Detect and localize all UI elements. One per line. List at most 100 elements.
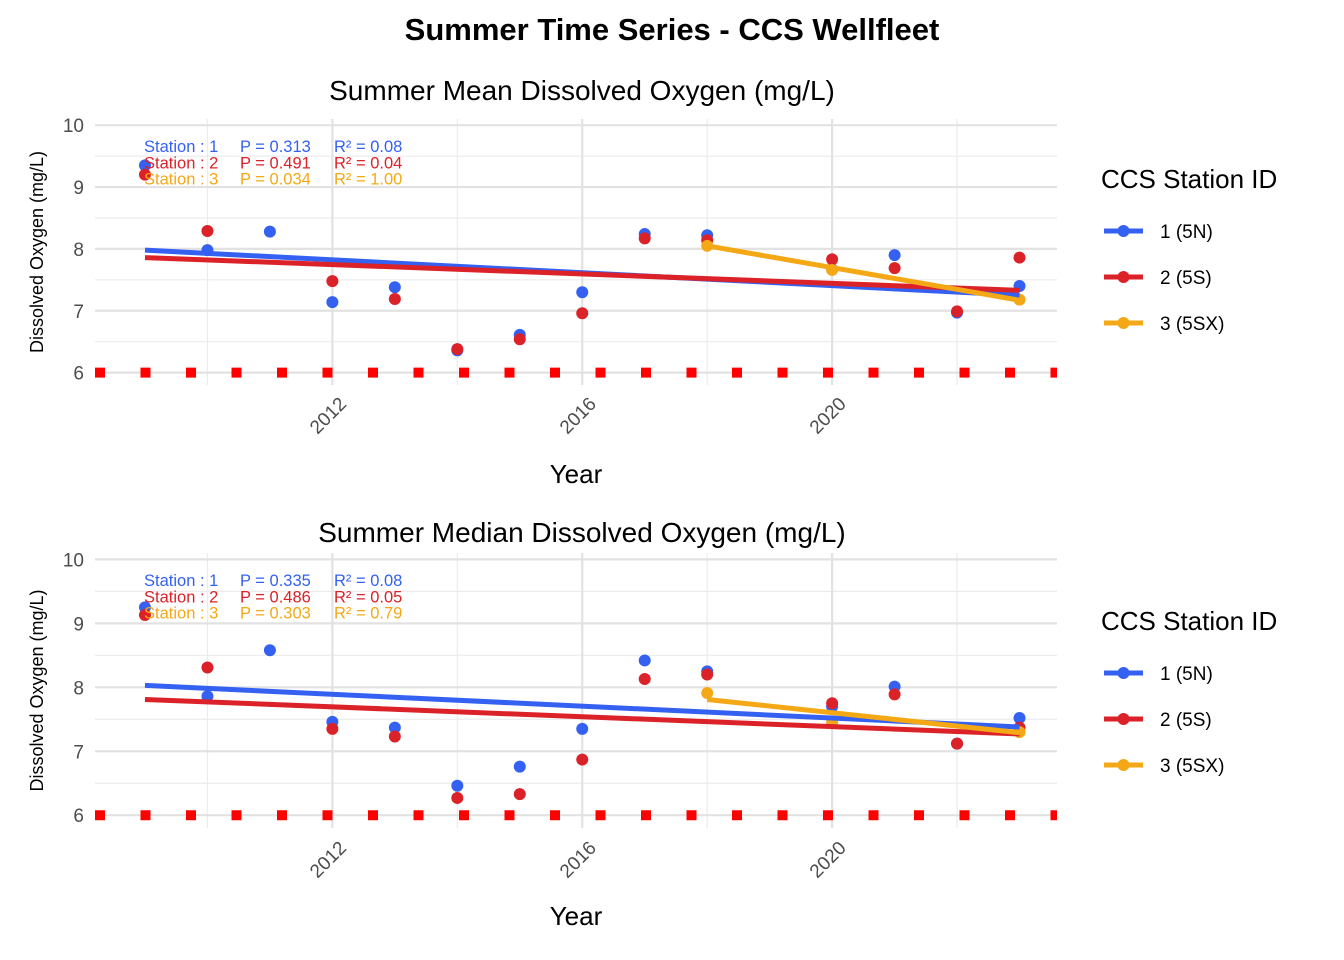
y-tick-label: 9 [73, 614, 84, 635]
data-point [701, 668, 714, 681]
data-point [888, 262, 901, 275]
data-point [638, 654, 651, 667]
data-point [826, 253, 839, 266]
data-point [201, 661, 214, 674]
data-point [576, 286, 589, 299]
stat-p-value: P = 0.313 [240, 138, 311, 156]
y-tick-label: 8 [73, 678, 84, 699]
stat-r-squared: R² = 0.08 [334, 572, 402, 590]
figure-title: Summer Time Series - CCS Wellfleet [405, 12, 940, 47]
data-point [888, 249, 901, 262]
panel-title: Summer Median Dissolved Oxygen (mg/L) [318, 517, 846, 548]
panel-title: Summer Mean Dissolved Oxygen (mg/L) [329, 75, 835, 106]
stat-station: Station : 2 [144, 154, 218, 172]
legend-label: 1 (5N) [1160, 222, 1213, 243]
y-tick-label: 10 [63, 550, 84, 571]
trend-line-2 [144, 255, 1020, 293]
data-point [326, 275, 339, 288]
data-point [388, 721, 401, 734]
data-point [826, 697, 839, 710]
stat-station: Station : 3 [144, 605, 218, 623]
stat-station: Station : 2 [144, 588, 218, 606]
y-tick-label: 7 [73, 302, 84, 323]
data-point [951, 305, 964, 318]
legend-label: 2 (5S) [1160, 268, 1212, 289]
x-tick-label: 2016 [556, 394, 601, 439]
y-tick-label: 8 [73, 240, 84, 261]
y-tick-label: 7 [73, 742, 84, 763]
chart-panel-1: 6 7 8 9 10 2012 2016 2020 Summer Mean Dissolved … [27, 75, 1277, 489]
legend-label: 3 (5SX) [1160, 756, 1224, 777]
data-point [201, 690, 214, 703]
stat-p-value: P = 0.034 [240, 171, 311, 189]
stat-r-squared: R² = 0.05 [334, 588, 402, 606]
x-axis-title: Year [550, 901, 603, 931]
x-axis-title: Year [550, 459, 603, 489]
data-point [576, 722, 589, 735]
data-point [138, 609, 151, 622]
series-points-2 [138, 168, 1026, 356]
data-point [513, 333, 526, 346]
x-tick-label: 2012 [306, 838, 351, 883]
trend-line-3 [706, 243, 1020, 303]
legend-label: 1 (5N) [1160, 664, 1213, 685]
stat-p-value: P = 0.335 [240, 572, 311, 590]
y-tick-label: 6 [73, 364, 84, 385]
data-point [888, 688, 901, 701]
data-point [701, 687, 714, 700]
data-point [451, 791, 464, 804]
data-point [138, 159, 151, 172]
stat-r-squared: R² = 0.04 [334, 154, 402, 172]
data-point [201, 224, 214, 237]
legend: CCS Station ID 1 (5N) 2 (5S) 3 (5SX) [1101, 164, 1277, 335]
x-tick-label: 2020 [806, 394, 851, 439]
legend-key-point [1117, 713, 1130, 725]
data-point [263, 225, 276, 238]
data-point [513, 760, 526, 773]
data-point [388, 730, 401, 743]
stat-station: Station : 1 [144, 572, 218, 590]
x-tick-label: 2020 [806, 838, 851, 883]
data-point [1013, 712, 1026, 724]
data-point [638, 232, 651, 245]
data-point [576, 307, 589, 320]
legend-title: CCS Station ID [1101, 164, 1277, 194]
legend-key-point [1117, 225, 1130, 237]
legend-key-point [1117, 759, 1130, 771]
legend-title: CCS Station ID [1101, 606, 1277, 636]
data-point [513, 788, 526, 801]
y-tick-label: 10 [63, 116, 84, 137]
stat-r-squared: R² = 0.79 [334, 605, 402, 623]
data-point [388, 281, 401, 294]
stat-p-value: P = 0.486 [240, 588, 311, 606]
legend-key-point [1117, 667, 1130, 679]
y-axis-title: Dissolved Oxygen (mg/L) [27, 589, 47, 791]
data-point [951, 737, 964, 750]
stat-station: Station : 3 [144, 171, 218, 189]
legend: CCS Station ID 1 (5N) 2 (5S) 3 (5SX) [1101, 606, 1277, 777]
x-tick-label: 2016 [556, 838, 601, 883]
data-point [388, 293, 401, 306]
trend-line-3 [706, 696, 1020, 736]
data-point [138, 168, 151, 181]
stat-station: Station : 1 [144, 138, 218, 156]
data-point [1013, 251, 1026, 264]
data-point [638, 672, 651, 685]
chart-panel-2: 6 7 8 9 10 2012 2016 2020 Summer Median Dissolve… [27, 517, 1277, 931]
data-point [326, 722, 339, 735]
data-point [451, 343, 464, 356]
stat-p-value: P = 0.303 [240, 605, 311, 623]
trend-line-2 [144, 696, 1020, 737]
data-point [326, 296, 339, 309]
y-tick-label: 6 [73, 806, 84, 827]
stat-p-value: P = 0.491 [240, 154, 311, 172]
y-tick-label: 9 [73, 178, 84, 199]
legend-key-point [1117, 271, 1130, 283]
stat-r-squared: R² = 0.08 [334, 138, 402, 156]
x-tick-label: 2012 [306, 394, 351, 439]
legend-key-point [1117, 317, 1130, 329]
y-axis-title: Dissolved Oxygen (mg/L) [27, 151, 47, 353]
data-point [451, 779, 464, 792]
legend-label: 2 (5S) [1160, 710, 1212, 731]
